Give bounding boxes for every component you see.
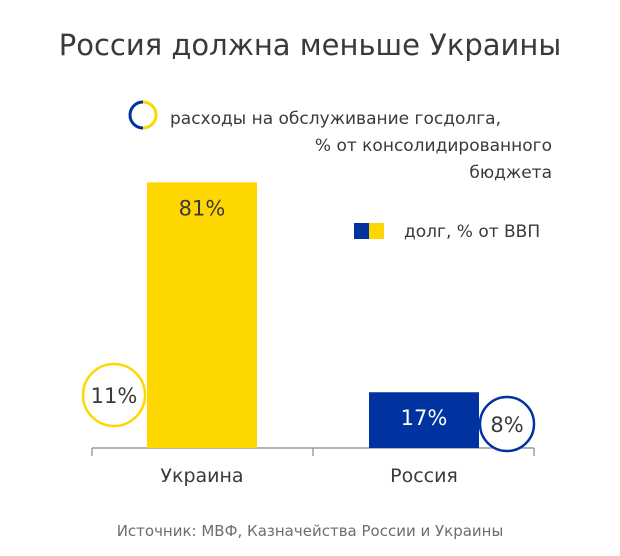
circle-value-label: 8%: [490, 413, 523, 437]
bar-value-label: 81%: [179, 196, 226, 220]
legend-label-debt: долг, % от ВВП: [404, 222, 540, 242]
bar-debt-0: [147, 182, 257, 448]
chart-title: Россия должна меньше Украины: [58, 28, 562, 62]
legend-label-debt-service: расходы на обслуживание госдолга,: [170, 109, 501, 129]
category-label: Украина: [160, 465, 243, 487]
circle-debt-service-1: [478, 395, 536, 453]
bar-debt-1: [369, 392, 479, 448]
circle-value-label: 11%: [91, 384, 138, 408]
source-note: Источник: МВФ, Казначейства России и Укр…: [116, 522, 504, 540]
legend-marker-circle-yellow: [142, 100, 158, 130]
legend-marker-circle-blue: [128, 100, 144, 130]
legend-marker-square-yellow: [369, 223, 384, 239]
category-label: Россия: [390, 465, 458, 487]
circle-debt-service-0: [81, 362, 147, 428]
bar-value-label: 17%: [401, 406, 448, 430]
legend-label-debt-service: % от консолидированного: [315, 136, 552, 156]
legend-label-debt-service: бюджета: [469, 163, 552, 183]
legend-marker-square-blue: [354, 223, 369, 239]
